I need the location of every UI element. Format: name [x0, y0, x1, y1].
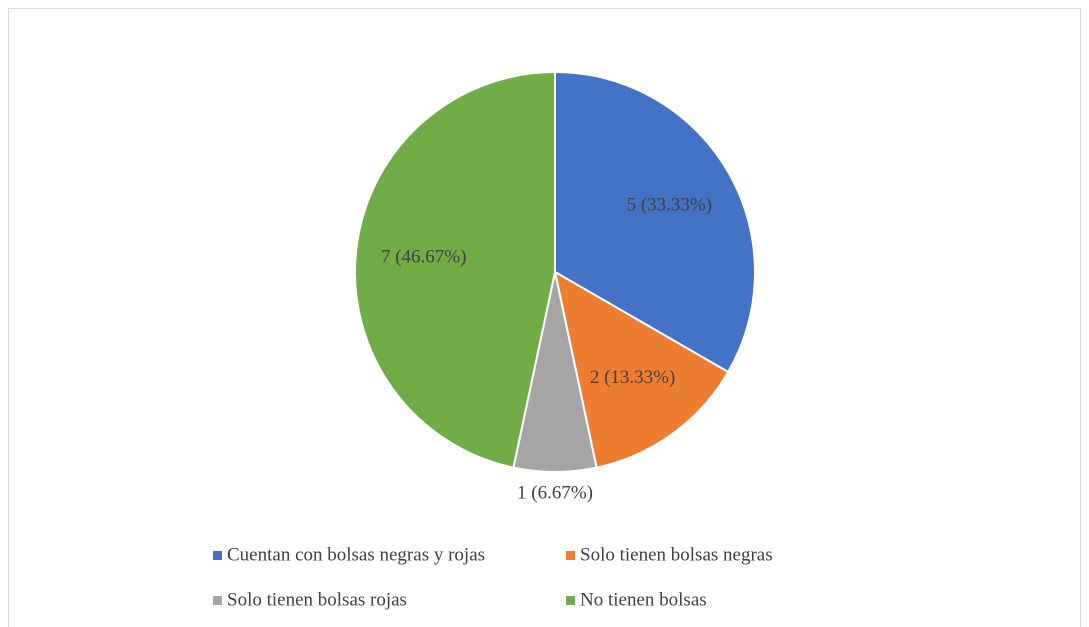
data-label: 1 (6.67%) [517, 482, 593, 503]
legend-label: Cuentan con bolsas negras y rojas [227, 544, 485, 565]
data-label: 7 (46.67%) [381, 247, 466, 268]
legend-label: No tienen bolsas [580, 589, 707, 610]
pie-slice [354, 70, 556, 469]
pie-slice [554, 70, 756, 374]
legend-swatch [566, 551, 575, 560]
data-label: 2 (13.33%) [590, 367, 675, 388]
legend-swatch [213, 551, 222, 560]
legend-swatch [213, 596, 222, 605]
data-label: 5 (33.33%) [627, 194, 712, 215]
legend-swatch [566, 596, 575, 605]
legend-label: Solo tienen bolsas rojas [227, 589, 407, 610]
pie-slice [553, 270, 730, 469]
legend-label: Solo tienen bolsas negras [580, 544, 773, 565]
